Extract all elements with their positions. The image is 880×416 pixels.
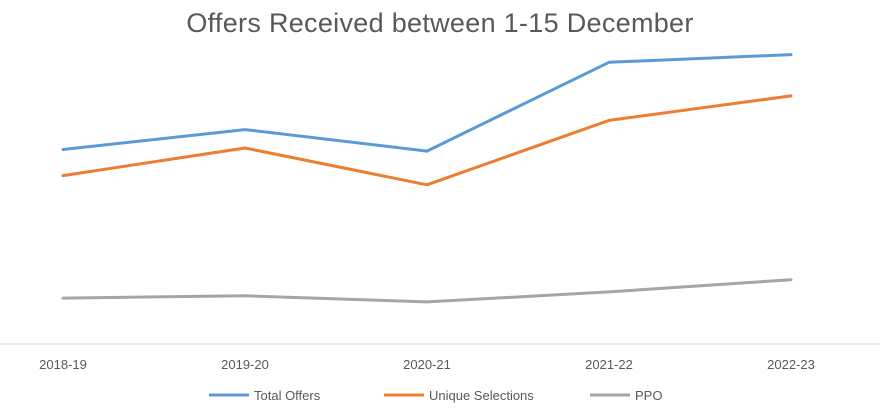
legend-label: Total Offers — [254, 388, 321, 403]
x-tick-label: 2021-22 — [585, 357, 633, 372]
legend: Total Offers Unique Selections PPO — [209, 388, 662, 403]
legend-label: Unique Selections — [429, 388, 534, 403]
legend-item: Unique Selections — [384, 388, 534, 403]
x-tick-label: 2018-19 — [39, 357, 87, 372]
series-line-2 — [61, 94, 793, 187]
x-tick-labels: 2018-19 2019-20 2020-21 2021-22 2022-23 — [39, 357, 815, 372]
legend-item: Total Offers — [209, 388, 321, 403]
x-tick-label: 2020-21 — [403, 357, 451, 372]
series-line-3 — [61, 278, 793, 304]
x-tick-label: 2019-20 — [221, 357, 269, 372]
series-line-1 — [61, 53, 793, 153]
legend-item: PPO — [590, 388, 662, 403]
chart-title: Offers Received between 1-15 December — [186, 8, 694, 38]
x-tick-label: 2022-23 — [767, 357, 815, 372]
series-layer — [61, 53, 793, 304]
legend-label: PPO — [635, 388, 662, 403]
